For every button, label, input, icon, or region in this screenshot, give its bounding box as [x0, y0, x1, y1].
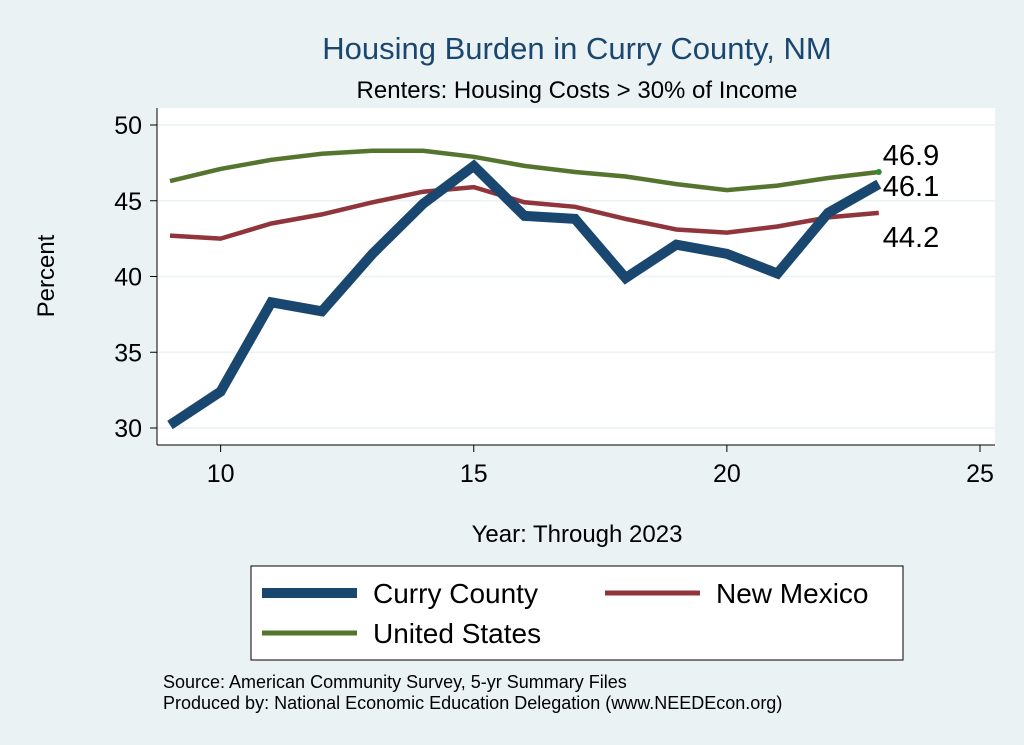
legend-label-new-mexico: New Mexico [716, 578, 868, 609]
produced-by-line: Produced by: National Economic Education… [163, 693, 782, 713]
y-tick-label-40: 40 [114, 264, 142, 292]
x-axis-title: Year: Through 2023 [472, 521, 683, 548]
x-ticks: 10 15 20 25 [207, 445, 994, 488]
legend: Curry County New Mexico United States [250, 565, 904, 661]
legend-label-curry-county: Curry County [373, 578, 538, 609]
source-line: Source: American Community Survey, 5-yr … [163, 672, 627, 692]
x-tick-label-25: 25 [966, 460, 994, 488]
end-labels: 46.1 44.2 46.9 [883, 140, 939, 254]
x-tick-label-10: 10 [207, 460, 235, 488]
x-tick-label-15: 15 [460, 460, 488, 488]
chart-title: Housing Burden in Curry County, NM [322, 31, 831, 66]
y-tick-label-50: 50 [114, 112, 142, 140]
end-label-curry-county: 46.1 [883, 171, 939, 203]
series-line-united-states [169, 148, 880, 193]
y-tick-label-45: 45 [114, 188, 142, 216]
y-axis-title: Percent [33, 234, 60, 317]
x-tick-label-20: 20 [713, 460, 741, 488]
legend-label-united-states: United States [373, 618, 541, 649]
y-tick-label-35: 35 [114, 339, 142, 367]
end-label-united-states: 46.9 [883, 140, 939, 172]
series-line-curry-county [167, 159, 882, 430]
gridlines [157, 124, 995, 429]
y-tick-label-30: 30 [114, 415, 142, 443]
y-ticks: 30 35 40 45 50 [114, 112, 157, 443]
legend-box [250, 565, 904, 661]
series-line-new-mexico [169, 184, 879, 241]
chart-subtitle: Renters: Housing Costs > 30% of Income [357, 77, 798, 104]
series-lines [167, 148, 882, 430]
series-end-point-united-states [875, 168, 882, 175]
end-label-new-mexico: 44.2 [883, 222, 939, 254]
